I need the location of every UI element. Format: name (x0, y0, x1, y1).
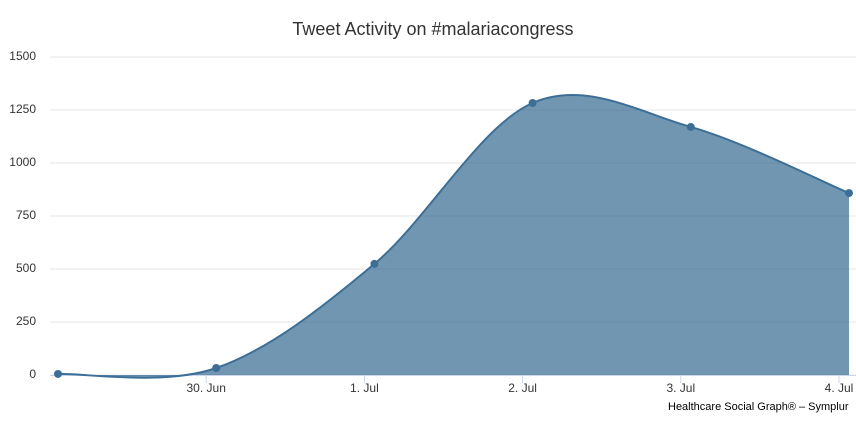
y-tick-label: 1250 (9, 102, 36, 116)
area (58, 95, 849, 378)
y-tick-label: 0 (29, 367, 36, 381)
point (528, 99, 537, 108)
point (370, 259, 379, 268)
x-tick-label: 30. Jun (187, 381, 226, 395)
point (686, 122, 695, 131)
x-tick-label: 2. Jul (508, 381, 537, 395)
y-tick-label: 500 (16, 261, 36, 275)
y-tick-label: 250 (16, 314, 36, 328)
x-tick-label: 3. Jul (666, 381, 695, 395)
y-tick-label: 1000 (9, 155, 36, 169)
chart-title: Tweet Activity on #malariacongress (292, 19, 573, 39)
point (212, 364, 221, 373)
credit: Healthcare Social Graph® – Symplur (668, 401, 849, 413)
y-tick-label: 1500 (9, 49, 36, 63)
x-tick-label: 4. Jul (825, 381, 854, 395)
point (845, 189, 853, 198)
point (54, 369, 62, 378)
y-tick-label: 750 (16, 208, 36, 222)
x-tick-label: 1. Jul (350, 381, 379, 395)
line (57, 94, 850, 379)
